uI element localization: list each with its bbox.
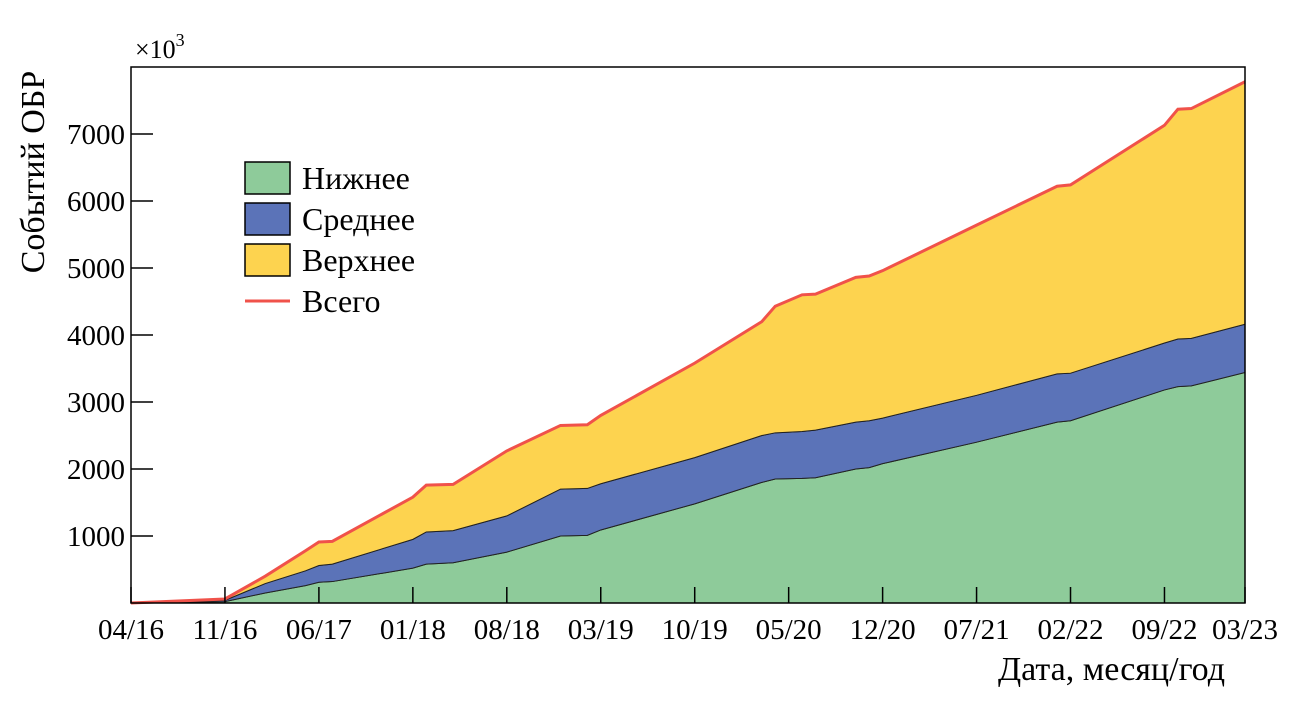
x-tick-label: 11/16: [192, 614, 257, 646]
legend-label: Всего: [302, 283, 380, 319]
x-tick-label: 12/20: [850, 614, 916, 646]
x-tick-label: 10/19: [662, 614, 728, 646]
y-tick-label: 5000: [67, 253, 125, 285]
y-axis-label: Событий ОБР: [15, 71, 52, 274]
total-line: [130, 80, 1246, 605]
y-tick-label: 4000: [67, 320, 125, 352]
x-tick-label: 04/16: [98, 614, 164, 646]
legend-label: Нижнее: [302, 160, 410, 196]
x-tick-label: 08/18: [474, 614, 540, 646]
x-tick-label: 06/17: [286, 614, 352, 646]
x-tick-label: 03/19: [568, 614, 634, 646]
y-tick-label: 2000: [67, 454, 125, 486]
legend-swatch: [244, 202, 291, 236]
x-tick-label: 03/23: [1212, 614, 1278, 646]
y-tick-label: 3000: [67, 387, 125, 419]
x-tick-label: 05/20: [756, 614, 822, 646]
y-tick-label: 6000: [67, 186, 125, 218]
y-multiplier: ×103: [135, 30, 185, 64]
multiplier-exponent: 3: [176, 30, 185, 50]
y-tick-label: 1000: [67, 521, 125, 553]
x-tick-label: 09/22: [1131, 614, 1197, 646]
multiplier-base: ×10: [135, 35, 176, 64]
x-axis-label: Дата, месяц/год: [998, 651, 1225, 688]
legend-swatch: [244, 161, 291, 195]
y-tick-label: 7000: [67, 119, 125, 151]
x-tick-label: 01/18: [380, 614, 446, 646]
legend-label: Среднее: [302, 201, 415, 237]
legend-swatch: [244, 243, 291, 277]
legend-label: Верхнее: [302, 242, 415, 278]
x-tick-label: 02/22: [1037, 614, 1103, 646]
x-tick-label: 07/21: [944, 614, 1010, 646]
